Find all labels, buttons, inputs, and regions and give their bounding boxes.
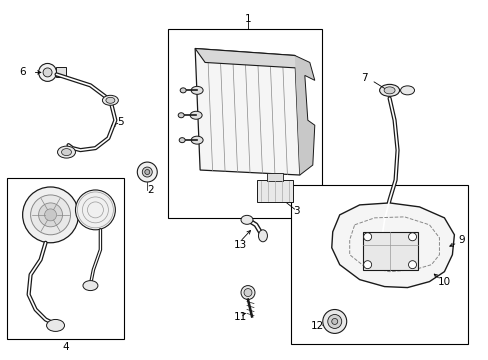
Circle shape xyxy=(407,233,416,241)
Polygon shape xyxy=(195,49,304,68)
Text: 3: 3 xyxy=(293,206,300,216)
Circle shape xyxy=(241,285,254,300)
Text: 6: 6 xyxy=(20,67,26,77)
Ellipse shape xyxy=(379,84,399,96)
Bar xyxy=(256,180,292,202)
Bar xyxy=(362,232,417,270)
Polygon shape xyxy=(331,203,453,288)
Bar xyxy=(290,185,468,345)
Ellipse shape xyxy=(179,138,185,143)
Circle shape xyxy=(363,233,371,241)
Ellipse shape xyxy=(180,88,186,93)
Circle shape xyxy=(39,63,57,81)
Ellipse shape xyxy=(102,95,118,105)
Circle shape xyxy=(43,68,52,77)
Text: 1: 1 xyxy=(244,14,251,24)
Ellipse shape xyxy=(83,280,98,291)
Text: 4: 4 xyxy=(62,342,69,352)
Ellipse shape xyxy=(58,146,75,158)
Ellipse shape xyxy=(363,266,377,275)
Ellipse shape xyxy=(191,136,203,144)
Text: 5: 5 xyxy=(117,117,123,127)
Bar xyxy=(7,178,124,339)
Circle shape xyxy=(363,261,371,269)
Circle shape xyxy=(22,187,78,243)
Ellipse shape xyxy=(46,319,64,332)
Ellipse shape xyxy=(374,260,394,272)
Circle shape xyxy=(44,209,57,221)
Text: 9: 9 xyxy=(457,235,464,245)
Circle shape xyxy=(31,195,70,235)
Ellipse shape xyxy=(383,87,394,94)
Text: 7: 7 xyxy=(361,73,367,84)
Circle shape xyxy=(322,310,346,333)
Bar xyxy=(56,67,65,77)
Ellipse shape xyxy=(400,86,414,95)
Ellipse shape xyxy=(241,215,252,224)
Circle shape xyxy=(39,203,62,227)
Text: 8: 8 xyxy=(425,265,432,275)
Ellipse shape xyxy=(106,97,115,103)
Text: 10: 10 xyxy=(437,276,450,287)
Text: 2: 2 xyxy=(147,185,153,195)
Ellipse shape xyxy=(191,86,203,94)
Circle shape xyxy=(407,261,416,269)
Circle shape xyxy=(142,167,152,177)
Circle shape xyxy=(144,170,149,175)
Ellipse shape xyxy=(190,111,202,119)
Circle shape xyxy=(327,315,341,328)
Polygon shape xyxy=(195,49,299,175)
Ellipse shape xyxy=(258,230,267,242)
Ellipse shape xyxy=(378,262,389,269)
Bar xyxy=(266,173,283,181)
Ellipse shape xyxy=(178,113,184,118)
Polygon shape xyxy=(294,55,314,175)
Text: 11: 11 xyxy=(233,312,246,323)
Ellipse shape xyxy=(61,149,71,156)
Bar xyxy=(168,28,321,218)
Circle shape xyxy=(137,162,157,182)
Text: 13: 13 xyxy=(233,240,246,250)
Circle shape xyxy=(331,319,337,324)
Circle shape xyxy=(75,190,115,230)
Text: 12: 12 xyxy=(310,321,324,332)
Circle shape xyxy=(244,289,251,297)
